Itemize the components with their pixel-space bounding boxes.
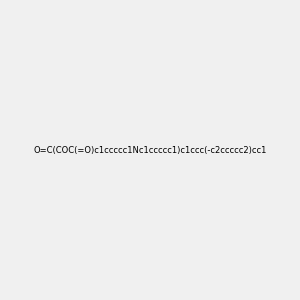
Text: O=C(COC(=O)c1ccccc1Nc1ccccc1)c1ccc(-c2ccccc2)cc1: O=C(COC(=O)c1ccccc1Nc1ccccc1)c1ccc(-c2cc… bbox=[33, 146, 267, 154]
